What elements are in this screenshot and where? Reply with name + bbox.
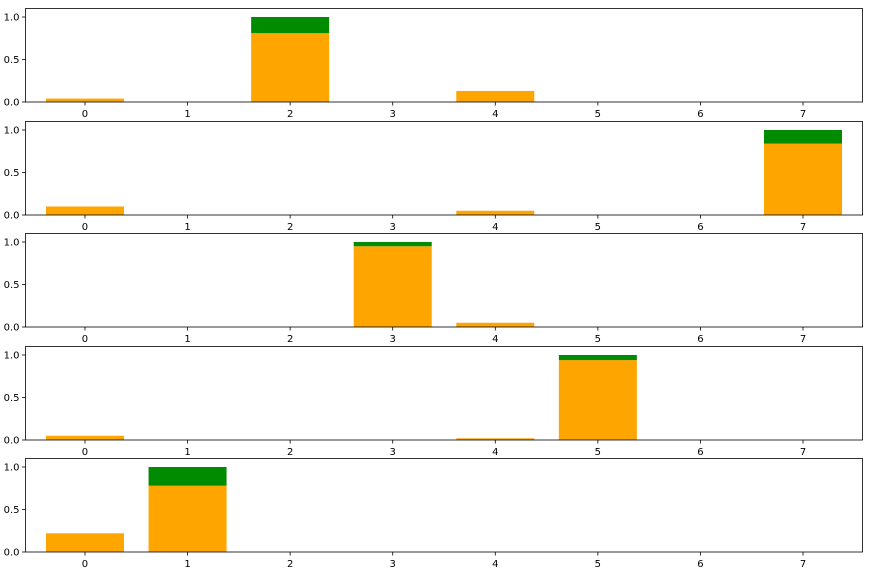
x-tick-label-1-0: 0 <box>82 222 88 233</box>
axes-frame-1 <box>25 121 863 216</box>
x-tick-label-4-5: 5 <box>595 559 601 570</box>
bar-0-series-0-cat-4 <box>456 90 535 102</box>
y-tick-label-1-0.5: 0.5 <box>4 168 20 179</box>
x-tick-label-3-4: 4 <box>492 447 498 458</box>
bar-1-series-0-cat-7 <box>764 143 843 215</box>
x-tick-label-1-6: 6 <box>697 222 703 233</box>
x-tick-label-3-0: 0 <box>82 447 88 458</box>
bar-3-series-0-cat-4 <box>456 438 535 440</box>
x-tick-label-2-5: 5 <box>595 334 601 345</box>
y-tick-label-3-0.5: 0.5 <box>4 393 20 404</box>
y-tick-label-4-1.0: 1.0 <box>4 463 20 474</box>
subplot-3: 0 1 2 3 4 5 6 7 0.0 0.5 1.0 <box>4 346 863 458</box>
subplot-1: 0 1 2 3 4 5 6 7 0.0 0.5 1.0 <box>4 121 863 233</box>
bar-1-series-0-cat-0 <box>45 206 124 215</box>
x-tick-label-2-6: 6 <box>697 334 703 345</box>
y-tick-label-4-0.0: 0.0 <box>4 548 20 559</box>
y-tick-label-1-1.0: 1.0 <box>4 126 20 137</box>
y-tick-label-2-1.0: 1.0 <box>4 238 20 249</box>
x-tick-label-4-3: 3 <box>390 559 396 570</box>
bar-3-series-0-cat-5 <box>558 360 637 440</box>
x-tick-label-0-1: 1 <box>184 109 190 120</box>
bar-0-series-1-cat-2 <box>251 17 330 34</box>
x-tick-label-4-0: 0 <box>82 559 88 570</box>
axes-frame-4 <box>25 458 863 553</box>
x-tick-label-3-5: 5 <box>595 447 601 458</box>
x-tick-label-0-5: 5 <box>595 109 601 120</box>
y-tick-label-3-0.0: 0.0 <box>4 436 20 447</box>
x-tick-label-4-4: 4 <box>492 559 498 570</box>
bar-0-series-0-cat-2 <box>251 33 330 102</box>
x-tick-label-0-4: 4 <box>492 109 498 120</box>
y-tick-label-3-1.0: 1.0 <box>4 351 20 362</box>
y-tick-label-0-1.0: 1.0 <box>4 13 20 24</box>
y-tick-label-2-0.5: 0.5 <box>4 280 20 291</box>
x-tick-label-1-4: 4 <box>492 222 498 233</box>
bar-3-series-1-cat-5 <box>558 355 637 361</box>
x-tick-label-3-7: 7 <box>800 447 806 458</box>
bar-4-series-0-cat-1 <box>148 485 227 552</box>
x-tick-label-4-1: 1 <box>184 559 190 570</box>
x-tick-label-3-6: 6 <box>697 447 703 458</box>
y-tick-label-1-0.0: 0.0 <box>4 211 20 222</box>
subplot-0: 0 1 2 3 4 5 6 7 0.0 0.5 1.0 <box>4 8 863 120</box>
bar-1-series-1-cat-7 <box>764 130 843 144</box>
x-tick-label-3-1: 1 <box>184 447 190 458</box>
bar-4-series-0-cat-0 <box>45 533 124 552</box>
axes-frame-3 <box>25 346 863 441</box>
x-tick-label-2-7: 7 <box>800 334 806 345</box>
x-tick-label-2-3: 3 <box>390 334 396 345</box>
x-tick-label-0-6: 6 <box>697 109 703 120</box>
axes-frame-2 <box>25 233 863 328</box>
x-tick-label-1-3: 3 <box>390 222 396 233</box>
x-tick-label-4-6: 6 <box>697 559 703 570</box>
x-tick-label-0-2: 2 <box>287 109 293 120</box>
x-tick-label-0-0: 0 <box>82 109 88 120</box>
subplot-2: 0 1 2 3 4 5 6 7 0.0 0.5 1.0 <box>4 233 863 345</box>
x-tick-label-1-5: 5 <box>595 222 601 233</box>
y-tick-label-2-0.0: 0.0 <box>4 323 20 334</box>
x-tick-label-4-7: 7 <box>800 559 806 570</box>
subplot-4: 0 1 2 3 4 5 6 7 0.0 0.5 1.0 <box>4 458 863 570</box>
x-tick-label-2-1: 1 <box>184 334 190 345</box>
x-tick-label-3-3: 3 <box>390 447 396 458</box>
bar-0-series-0-cat-0 <box>45 98 124 102</box>
x-tick-label-1-2: 2 <box>287 222 293 233</box>
y-tick-label-0-0.0: 0.0 <box>4 98 20 109</box>
x-tick-label-0-7: 7 <box>800 109 806 120</box>
bar-2-series-0-cat-4 <box>456 322 535 327</box>
x-tick-label-1-1: 1 <box>184 222 190 233</box>
bar-2-series-1-cat-3 <box>353 242 432 247</box>
y-tick-label-4-0.5: 0.5 <box>4 505 20 516</box>
x-tick-label-2-0: 0 <box>82 334 88 345</box>
bar-1-series-0-cat-4 <box>456 210 535 215</box>
bar-4-series-1-cat-1 <box>148 467 227 486</box>
x-tick-label-2-4: 4 <box>492 334 498 345</box>
bar-3-series-0-cat-0 <box>45 435 124 440</box>
x-tick-label-4-2: 2 <box>287 559 293 570</box>
y-tick-label-0-0.5: 0.5 <box>4 55 20 66</box>
x-tick-label-2-2: 2 <box>287 334 293 345</box>
x-tick-label-3-2: 2 <box>287 447 293 458</box>
bar-2-series-0-cat-3 <box>353 246 432 327</box>
x-tick-label-1-7: 7 <box>800 222 806 233</box>
axes-frame-0 <box>25 8 863 103</box>
x-tick-label-0-3: 3 <box>390 109 396 120</box>
